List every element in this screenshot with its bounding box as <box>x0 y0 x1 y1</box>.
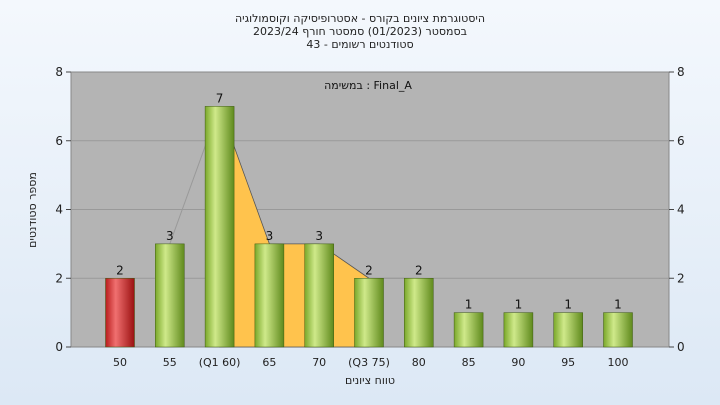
bar-value-label: 2 <box>365 263 373 277</box>
x-tick-label: 65 <box>262 356 276 369</box>
y-tick-label-right: 4 <box>677 203 685 217</box>
x-tick-label: 90 <box>511 356 525 369</box>
y-tick-label-left: 0 <box>55 340 63 354</box>
x-tick-label: 70 <box>312 356 326 369</box>
bar-100 <box>603 312 633 348</box>
y-tick-label-right: 8 <box>677 65 685 79</box>
y-tick-label-right: 0 <box>677 340 685 354</box>
bar-value-label: 1 <box>614 298 622 312</box>
bars-layer <box>105 106 633 348</box>
y-axis-label: מספר סטודנטים <box>26 172 39 248</box>
y-tick-label-right: 2 <box>677 271 685 285</box>
bar-value-label: 7 <box>216 91 224 105</box>
x-tick-label: (Q3 75) <box>348 356 390 369</box>
bar-value-label: 1 <box>564 298 572 312</box>
y-tick-label-left: 2 <box>55 271 63 285</box>
bar-value-label: 3 <box>266 229 274 243</box>
bar-value-label: 2 <box>415 263 423 277</box>
bar-value-label: 2 <box>116 263 124 277</box>
bar-80 <box>404 278 434 348</box>
y-tick-label-left: 8 <box>55 65 63 79</box>
chart-title-line-2: בסמסטר (01/2023) סמסטר חורף 2023/24 <box>253 25 467 38</box>
bar-70 <box>304 243 334 348</box>
y-tick-label-left: 4 <box>55 203 63 217</box>
y-axis-right: 0 2 4 6 8 <box>669 65 685 354</box>
bar-value-label: 3 <box>315 229 323 243</box>
x-tick-label: 100 <box>608 356 629 369</box>
bar-65 <box>254 243 285 348</box>
chart-title-line-1: היסטוגרמת ציונים בקורס - אסטרופיסיקה וקו… <box>235 12 485 25</box>
y-axis-left: 0 2 4 6 8 <box>55 65 71 354</box>
bar-value-label: 1 <box>465 298 473 312</box>
bar-90 <box>503 312 534 348</box>
y-tick-label-right: 6 <box>677 134 685 148</box>
bar-95 <box>553 312 583 348</box>
annotation-label: במשימה : Final_A <box>324 79 412 92</box>
x-tick-label: 95 <box>561 356 575 369</box>
x-tick-label: 85 <box>462 356 476 369</box>
bar-q375 <box>354 278 384 348</box>
bar-value-label: 1 <box>515 298 523 312</box>
x-tick-label: 55 <box>163 356 177 369</box>
x-tick-label: (Q1 60) <box>199 356 241 369</box>
chart-title-line-3: סטודנטים רשומים - 43 <box>306 38 413 51</box>
bar-55 <box>155 243 185 348</box>
y-tick-label-left: 6 <box>55 134 63 148</box>
bar-q160 <box>204 106 235 348</box>
x-tick-label: 80 <box>412 356 426 369</box>
x-axis: 50 55 (Q1 60) 65 70 (Q3 75) 80 85 90 95 100 <box>113 356 629 369</box>
x-axis-label: טווח ציונים <box>345 374 395 387</box>
bar-50 <box>105 278 135 348</box>
bar-labels-layer: 2 3 7 3 3 2 2 1 1 1 1 <box>116 91 622 311</box>
bar-85 <box>453 312 484 348</box>
bar-value-label: 3 <box>166 229 174 243</box>
x-tick-label: 50 <box>113 356 127 369</box>
